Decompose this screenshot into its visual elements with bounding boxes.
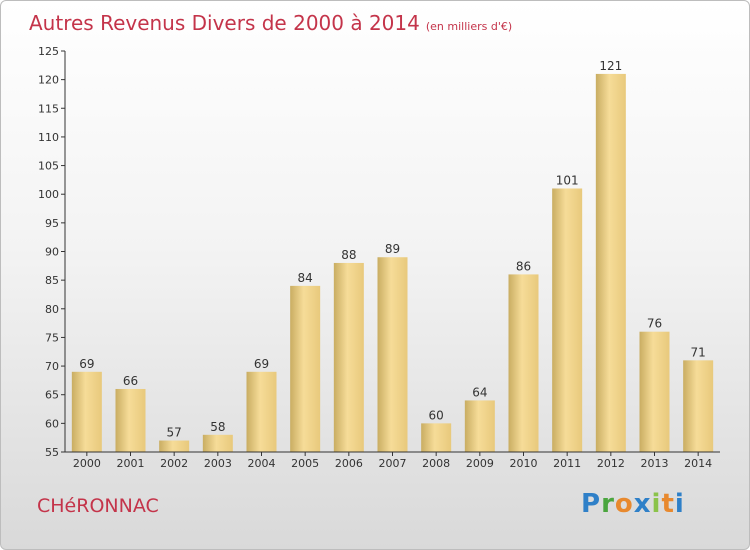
data-label-2014: 71 bbox=[691, 345, 706, 359]
y-tick-label-85: 85 bbox=[45, 274, 59, 287]
logo-letter: x bbox=[633, 489, 652, 519]
bar-2013 bbox=[639, 331, 670, 452]
chart-title: Autres Revenus Divers de 2000 à 2014 (en … bbox=[29, 11, 512, 35]
chart-title-main: Autres Revenus Divers de 2000 à 2014 bbox=[29, 11, 420, 35]
logo-letter: r bbox=[601, 489, 615, 519]
bar-2002 bbox=[159, 440, 190, 452]
bar-2001 bbox=[115, 388, 146, 452]
x-tick-label-2012: 2012 bbox=[597, 457, 625, 470]
logo-letter: t bbox=[661, 489, 675, 519]
x-tick-label-2002: 2002 bbox=[160, 457, 188, 470]
y-tick-label-70: 70 bbox=[45, 360, 59, 373]
y-tick-label-105: 105 bbox=[38, 160, 59, 173]
bar-2008 bbox=[421, 423, 452, 452]
data-label-2000: 69 bbox=[79, 357, 94, 371]
x-tick-label-2009: 2009 bbox=[466, 457, 494, 470]
x-tick-label-2008: 2008 bbox=[422, 457, 450, 470]
x-tick-label-2001: 2001 bbox=[117, 457, 145, 470]
x-tick-label-2004: 2004 bbox=[248, 457, 276, 470]
y-tick-label-55: 55 bbox=[45, 446, 59, 459]
y-tick-label-120: 120 bbox=[38, 74, 59, 87]
data-label-2009: 64 bbox=[472, 385, 487, 399]
bar-2006 bbox=[333, 262, 364, 452]
data-label-2011: 101 bbox=[556, 173, 579, 187]
chart-title-unit: (en milliers d'€) bbox=[425, 20, 513, 33]
bar-2012 bbox=[595, 73, 626, 453]
x-tick-label-2014: 2014 bbox=[684, 457, 712, 470]
x-tick-label-2000: 2000 bbox=[73, 457, 101, 470]
y-tick-label-100: 100 bbox=[38, 188, 59, 201]
y-tick-label-65: 65 bbox=[45, 389, 59, 402]
proxiti-logo: Proxiti bbox=[581, 489, 685, 519]
data-label-2005: 84 bbox=[298, 271, 313, 285]
logo-letter: o bbox=[614, 489, 634, 519]
logo-letter: i bbox=[651, 489, 662, 519]
y-tick-label-90: 90 bbox=[45, 246, 59, 259]
y-tick-label-75: 75 bbox=[45, 331, 59, 344]
y-tick-label-95: 95 bbox=[45, 217, 59, 230]
data-label-2003: 58 bbox=[210, 420, 225, 434]
bar-2014 bbox=[683, 360, 714, 452]
x-tick-label-2005: 2005 bbox=[291, 457, 319, 470]
data-label-2006: 88 bbox=[341, 248, 356, 262]
x-tick-label-2010: 2010 bbox=[510, 457, 538, 470]
x-tick-label-2013: 2013 bbox=[641, 457, 669, 470]
data-label-2010: 86 bbox=[516, 259, 531, 273]
x-tick-label-2007: 2007 bbox=[379, 457, 407, 470]
data-label-2001: 66 bbox=[123, 374, 138, 388]
data-label-2004: 69 bbox=[254, 357, 269, 371]
x-tick-label-2003: 2003 bbox=[204, 457, 232, 470]
bar-2000 bbox=[71, 371, 102, 452]
y-tick-label-110: 110 bbox=[38, 131, 59, 144]
bar-2009 bbox=[464, 400, 495, 452]
bar-2004 bbox=[246, 371, 277, 452]
y-tick-label-125: 125 bbox=[38, 45, 59, 58]
bar-2005 bbox=[290, 285, 321, 452]
data-label-2007: 89 bbox=[385, 242, 400, 256]
y-tick-label-60: 60 bbox=[45, 417, 59, 430]
x-tick-label-2006: 2006 bbox=[335, 457, 363, 470]
bar-2003 bbox=[202, 434, 233, 452]
bar-2011 bbox=[552, 188, 583, 452]
data-label-2008: 60 bbox=[429, 408, 444, 422]
data-label-2012: 121 bbox=[599, 59, 622, 73]
place-name: CHéRONNAC bbox=[37, 495, 159, 517]
bar-2007 bbox=[377, 257, 408, 452]
data-label-2002: 57 bbox=[167, 426, 182, 440]
y-tick-label-115: 115 bbox=[38, 102, 59, 115]
logo-letter: i bbox=[674, 489, 685, 519]
logo-letter: P bbox=[581, 489, 602, 519]
y-tick-label-80: 80 bbox=[45, 303, 59, 316]
x-tick-label-2011: 2011 bbox=[553, 457, 581, 470]
bar-2010 bbox=[508, 274, 539, 452]
data-label-2013: 76 bbox=[647, 317, 662, 331]
